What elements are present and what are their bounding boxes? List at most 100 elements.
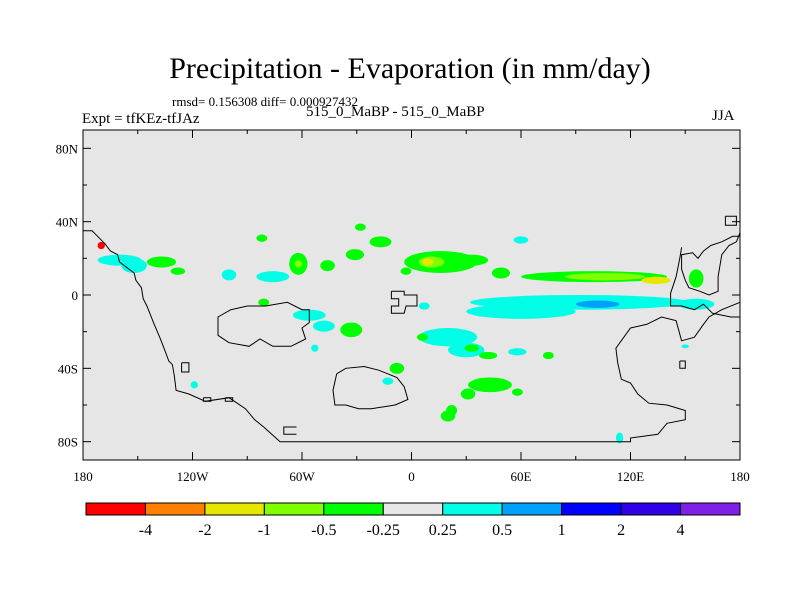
- anomaly-region: [418, 328, 478, 347]
- coastline: [181, 362, 190, 373]
- x-tick-label: 120E: [617, 469, 645, 484]
- colorbar-swatch: [680, 502, 741, 516]
- anomaly-region: [312, 320, 335, 332]
- colorbar-swatch: [323, 502, 384, 516]
- anomaly-region: [345, 249, 365, 261]
- colorbar-swatch: [144, 502, 206, 516]
- colorbar-level-label: 0.5: [492, 522, 512, 539]
- anomaly-region: [311, 344, 319, 352]
- coastline: [670, 247, 740, 318]
- colorbar-level-label: -0.5: [311, 522, 336, 539]
- coastline: [283, 426, 297, 435]
- colorbar-swatch: [501, 502, 563, 516]
- anomaly-region: [575, 300, 620, 308]
- map-panel: 180 120W 60W 0 60E 120E 180 80N 40N 0 40S 80S: [56, 129, 750, 484]
- anomaly-region: [615, 432, 624, 444]
- anomaly-region: [400, 267, 412, 275]
- anomaly-region: [406, 258, 414, 266]
- anomaly-region: [190, 381, 198, 389]
- colorbar-level-label: 2: [617, 522, 625, 539]
- anomaly-region: [688, 269, 704, 288]
- anomaly-region: [491, 267, 511, 279]
- colorbar-swatch: [85, 502, 146, 516]
- anomaly-region: [542, 351, 554, 360]
- coastline: [332, 365, 409, 410]
- colorbar-level-label: -0.25: [367, 522, 400, 539]
- anomaly-region: [460, 388, 476, 400]
- anomaly-region: [564, 273, 646, 281]
- anomaly-region: [382, 377, 394, 385]
- colorbar-level-label: -2: [198, 522, 211, 539]
- anomaly-region: [641, 276, 671, 285]
- coastlines: [83, 215, 741, 443]
- colorbar-swatch: [620, 502, 682, 516]
- colorbar-swatch: [263, 502, 325, 516]
- anomaly-region: [320, 260, 335, 272]
- anomaly-region: [369, 236, 392, 248]
- anomaly-region: [97, 241, 105, 250]
- axis-ticks: 180 120W 60W 0 60E 120E 180 80N 40N 0 40S 80S: [56, 130, 750, 484]
- case-label: 515_0_MaBP - 515_0_MaBP: [306, 104, 485, 120]
- y-tick-label: 80N: [56, 141, 79, 156]
- colorbar-level-label: -1: [258, 522, 271, 539]
- anomaly-region: [256, 271, 290, 283]
- coastline: [217, 301, 310, 347]
- coastline: [202, 397, 212, 402]
- y-tick-label: 40N: [56, 215, 79, 230]
- colorbar-swatch: [204, 502, 265, 516]
- x-tick-label: 60E: [511, 469, 532, 484]
- anomaly-region: [681, 344, 689, 349]
- anomaly-region: [170, 267, 186, 275]
- anomaly-region: [464, 344, 480, 352]
- anomaly-region: [466, 304, 576, 319]
- colorbar-level-label: 1: [558, 522, 566, 539]
- anomaly-region: [508, 348, 527, 356]
- anomaly-region: [146, 256, 177, 268]
- anomaly-region: [354, 223, 366, 231]
- coastline: [679, 360, 686, 369]
- colorbar-swatch: [382, 502, 444, 516]
- anomaly-region: [511, 388, 523, 396]
- anomaly-region: [256, 234, 268, 242]
- anomaly-region: [258, 298, 270, 307]
- x-tick-label: 120W: [177, 469, 210, 484]
- coastline: [724, 215, 737, 226]
- anomaly-region: [440, 410, 456, 422]
- anomaly-region: [455, 254, 489, 266]
- y-tick-label: 0: [72, 288, 79, 303]
- colorbar-level-label: -4: [139, 522, 152, 539]
- x-tick-label: 180: [730, 469, 750, 484]
- coastline: [681, 232, 741, 296]
- colorbar-swatch: [442, 502, 503, 516]
- anomaly-region: [389, 362, 405, 374]
- anomaly-region: [121, 258, 147, 273]
- anomaly-region: [416, 333, 428, 341]
- anomaly-region: [513, 236, 529, 244]
- coastline: [83, 230, 741, 443]
- anomaly-contours: [97, 223, 715, 444]
- anomaly-region: [294, 260, 302, 268]
- y-tick-label: 40S: [58, 361, 78, 376]
- x-tick-label: 60W: [289, 469, 315, 484]
- anomaly-region: [221, 269, 237, 281]
- coastline: [224, 397, 234, 402]
- anomaly-region: [479, 351, 498, 360]
- x-tick-label: 0: [408, 469, 415, 484]
- x-tick-label: 180: [73, 469, 93, 484]
- anomaly-region: [340, 322, 363, 338]
- season-label: JJA: [712, 108, 735, 124]
- colorbar-level-label: 4: [677, 522, 685, 539]
- anomaly-region: [418, 302, 430, 310]
- experiment-label: Expt = tfKEz-tfJAz: [82, 111, 200, 127]
- anomaly-region: [422, 258, 434, 266]
- colorbar: -4 -2 -1 -0.5 -0.25 0.25 0.5 1 2 4: [85, 502, 741, 539]
- anomaly-region: [468, 377, 512, 393]
- y-tick-label: 80S: [58, 435, 78, 450]
- colorbar-level-label: 0.25: [429, 522, 457, 539]
- colorbar-swatch: [561, 502, 622, 516]
- stats-text: rmsd= 0.156308 diff= 0.000927432: [172, 94, 358, 109]
- chart-title: Precipitation - Evaporation (in mm/day): [169, 52, 651, 85]
- anomaly-region: [677, 298, 715, 310]
- coastline: [390, 290, 418, 314]
